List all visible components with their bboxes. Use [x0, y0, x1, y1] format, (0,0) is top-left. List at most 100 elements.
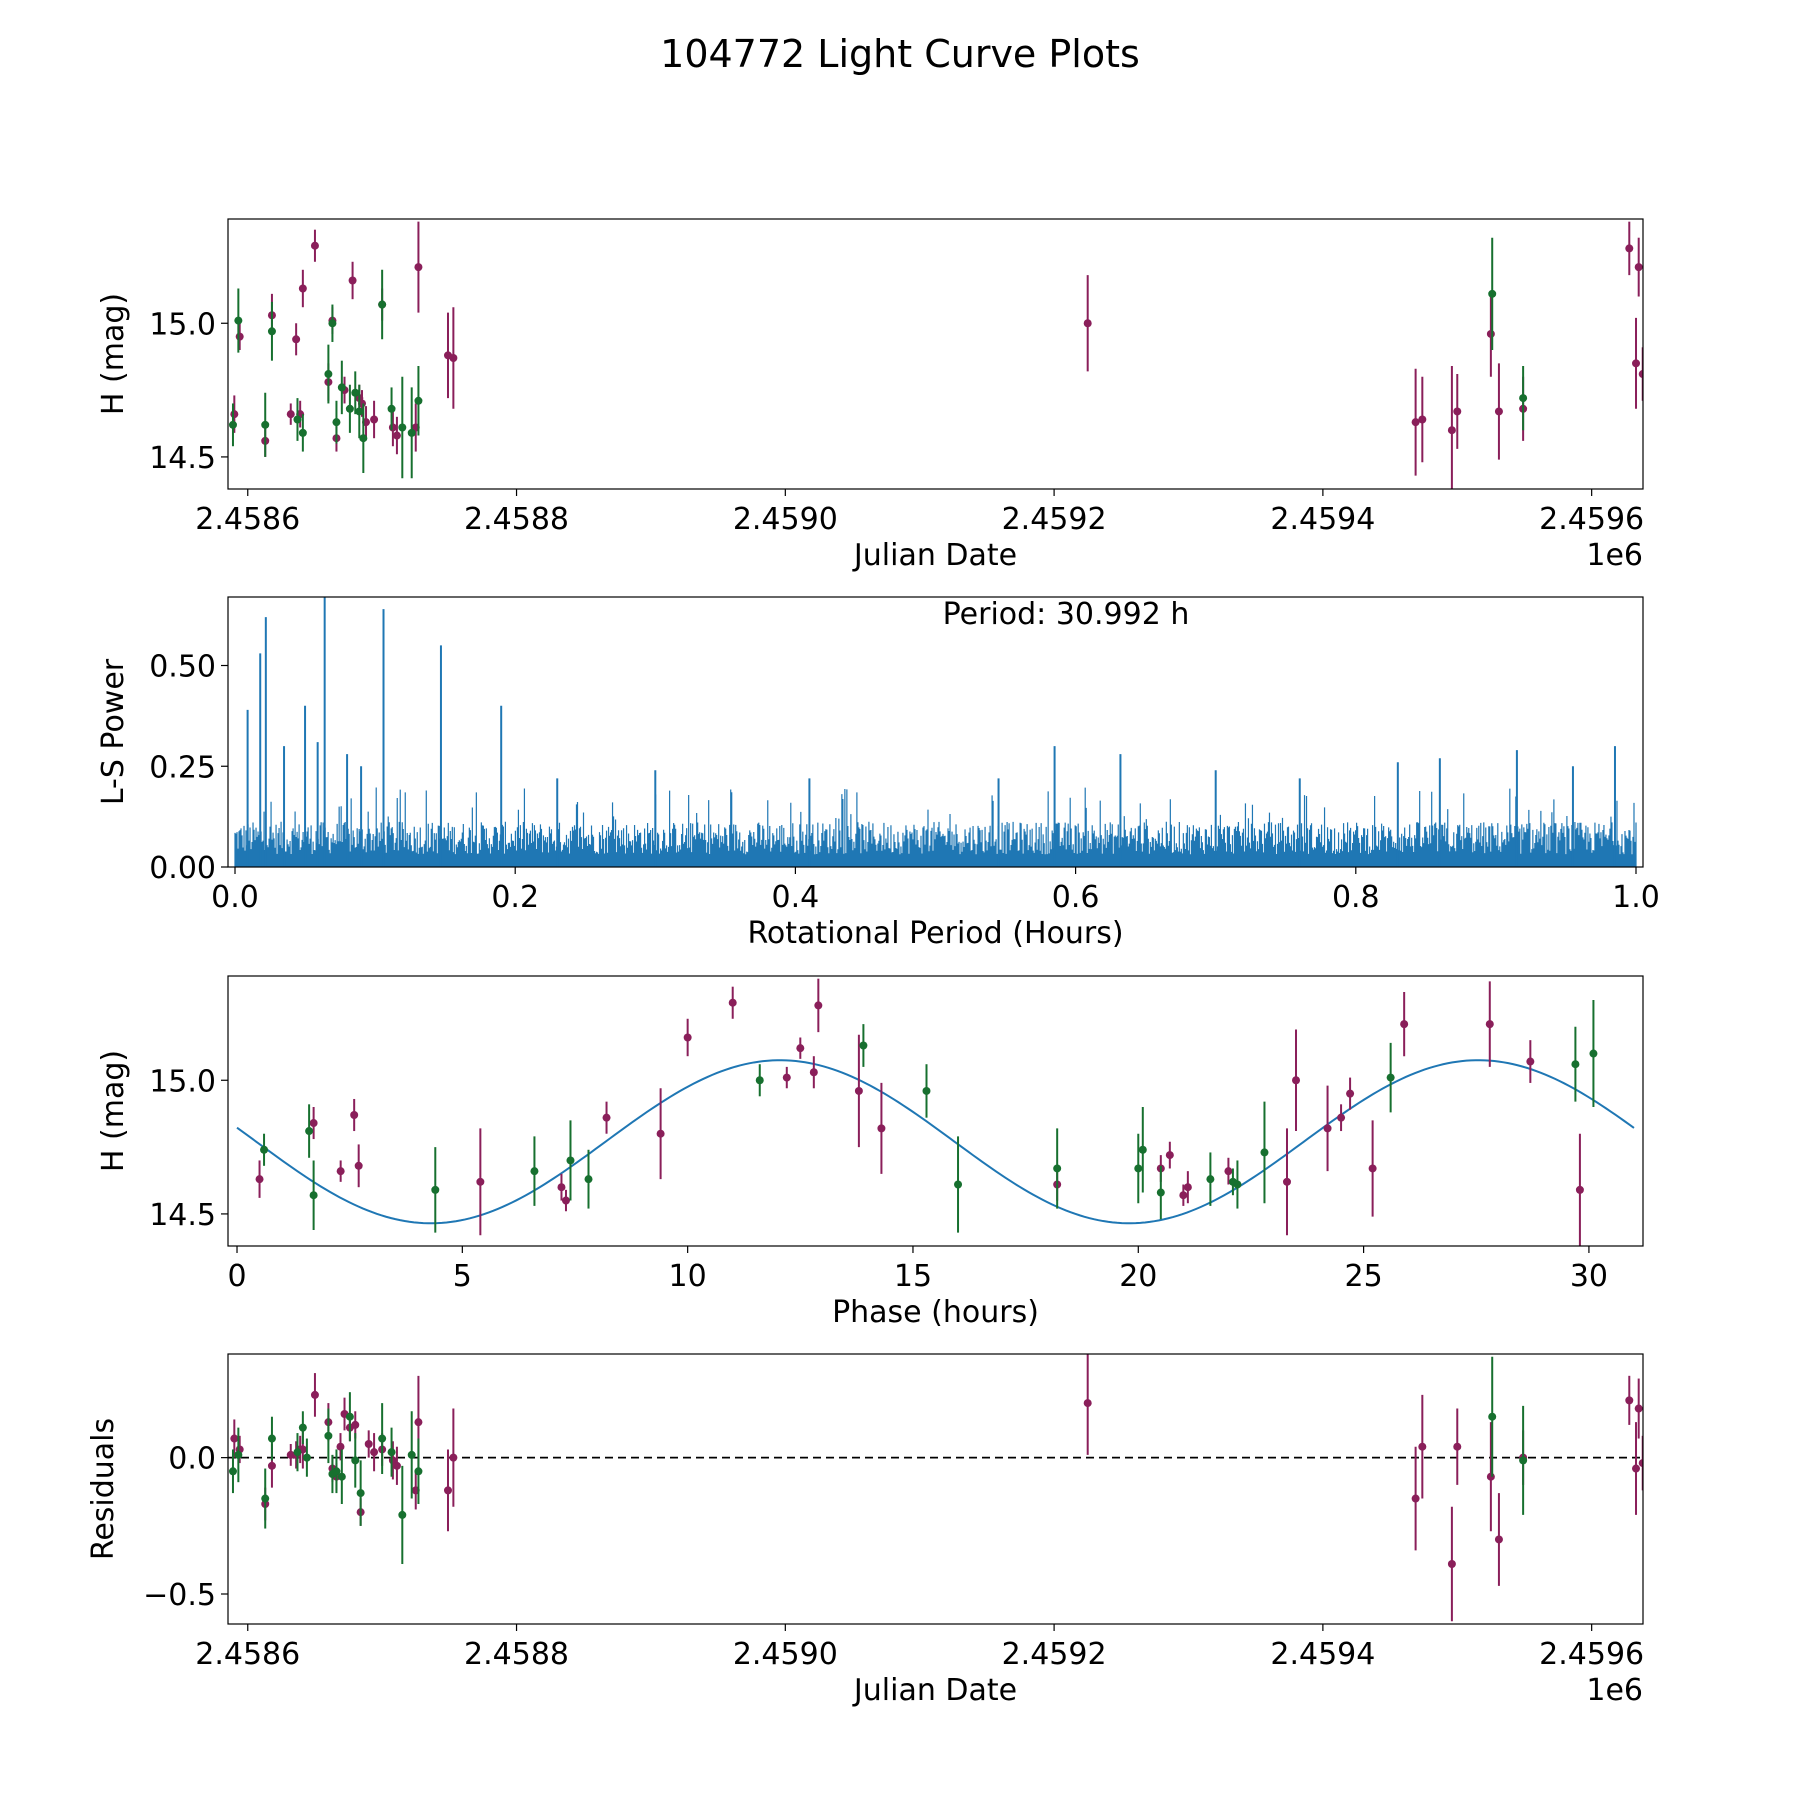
data-point-green — [530, 1167, 539, 1176]
data-point-green — [261, 1494, 270, 1503]
data-point-green — [1571, 1060, 1580, 1069]
data-point-green — [332, 418, 341, 427]
data-point-magenta — [1634, 263, 1643, 272]
data-point-magenta — [1632, 1464, 1641, 1473]
data-point-magenta — [267, 1461, 276, 1470]
y-axis-label: H (mag) — [96, 1050, 131, 1172]
x-tick-label: 15 — [894, 1259, 932, 1294]
x-tick-label: 2.4588 — [464, 1637, 569, 1672]
data-point-magenta — [443, 1486, 452, 1495]
plot-area — [236, 978, 1635, 1246]
residuals-axes: 2.4586 2.4588 2.4590 2.4592 2.4594 2.4596 −0.5… — [86, 1353, 1644, 1708]
data-point-green — [356, 1489, 365, 1498]
data-point-magenta — [602, 1113, 611, 1122]
y-axis-label: Residuals — [86, 1418, 121, 1560]
data-point-green — [267, 327, 276, 336]
data-point-magenta — [814, 1001, 823, 1010]
data-point-green — [1134, 1164, 1143, 1173]
data-point-green — [387, 404, 396, 413]
x-tick-label: 25 — [1345, 1259, 1383, 1294]
data-point-magenta — [449, 1453, 458, 1462]
x-tick-label: 0.6 — [1052, 880, 1100, 915]
data-point-magenta — [336, 1167, 345, 1176]
data-point-magenta — [1411, 1494, 1420, 1503]
data-point-magenta — [414, 1418, 423, 1427]
period-annotation: Period: 30.992 h — [943, 597, 1190, 632]
data-point-magenta — [1346, 1089, 1355, 1098]
y-tick-label: 14.5 — [149, 1198, 216, 1233]
data-point-magenta — [388, 423, 397, 432]
data-point-magenta — [782, 1073, 791, 1082]
data-point-magenta — [728, 998, 737, 1007]
data-point-green — [922, 1086, 931, 1095]
data-point-magenta — [1632, 359, 1641, 368]
data-point-green — [414, 1467, 423, 1476]
data-point-magenta — [1292, 1076, 1301, 1085]
data-point-green — [298, 428, 307, 437]
data-point-green — [378, 300, 387, 309]
data-point-magenta — [309, 1119, 318, 1128]
x-axis-label: Julian Date — [852, 538, 1017, 573]
axes-frame — [227, 596, 1644, 868]
data-point-green — [228, 1467, 237, 1476]
x-tick-label: 2.4592 — [1002, 1637, 1107, 1672]
data-point-green — [1488, 289, 1497, 298]
data-point-magenta — [1625, 1396, 1634, 1405]
data-point-magenta — [809, 1068, 818, 1077]
data-point-green — [431, 1185, 440, 1194]
data-point-magenta — [854, 1086, 863, 1095]
data-point-magenta — [1447, 426, 1456, 435]
data-point-green — [954, 1180, 963, 1189]
data-point-magenta — [1625, 244, 1634, 253]
data-point-green — [355, 407, 364, 416]
data-point-magenta — [1575, 1185, 1584, 1194]
data-point-magenta — [1494, 1535, 1503, 1544]
data-point-green — [324, 1431, 333, 1440]
data-point-magenta — [561, 1196, 570, 1205]
x-axis-label: Phase (hours) — [832, 1295, 1039, 1330]
data-point-green — [267, 1434, 276, 1443]
data-point-magenta — [348, 276, 357, 285]
x-tick-label: 0.8 — [1332, 880, 1380, 915]
y-axis-label: H (mag) — [96, 293, 131, 415]
data-point-green — [1488, 1412, 1497, 1421]
data-point-green — [337, 1472, 346, 1481]
data-point-magenta — [1083, 1399, 1092, 1408]
data-point-green — [261, 420, 270, 429]
data-point-magenta — [1638, 1459, 1643, 1468]
data-point-magenta — [449, 354, 458, 363]
data-point-green — [345, 1412, 354, 1421]
periodogram-axes: 0.0 0.2 0.4 0.6 0.8 1.0 0.00 0.25 0.50 Rotational… — [96, 596, 1660, 951]
x-tick-label: 10 — [669, 1259, 707, 1294]
data-point-green — [1519, 1456, 1528, 1465]
x-tick-label: 0.0 — [211, 880, 259, 915]
x-offset-label: 1e6 — [1586, 1673, 1643, 1708]
data-point-green — [332, 1467, 341, 1476]
data-point-magenta — [414, 263, 423, 272]
data-point-green — [359, 434, 368, 443]
data-point-magenta — [350, 1111, 359, 1120]
x-offset-label: 1e6 — [1586, 538, 1643, 573]
data-point-magenta — [1494, 407, 1503, 416]
x-tick-label: 0.2 — [491, 880, 539, 915]
plot-area — [234, 597, 1637, 867]
data-point-green — [302, 1453, 311, 1462]
y-tick-label: 0.00 — [149, 851, 216, 886]
data-point-green — [293, 415, 302, 424]
data-point-magenta — [1453, 407, 1462, 416]
data-point-magenta — [370, 415, 379, 424]
data-point-magenta — [476, 1177, 485, 1186]
data-point-magenta — [796, 1044, 805, 1053]
x-tick-label: 5 — [453, 1259, 472, 1294]
data-point-magenta — [354, 1161, 363, 1170]
data-point-green — [228, 420, 237, 429]
data-point-magenta — [1400, 1020, 1409, 1029]
data-point-green — [298, 1423, 307, 1432]
x-axis-label: Julian Date — [852, 1673, 1017, 1708]
data-point-magenta — [1083, 319, 1092, 328]
data-point-green — [407, 1450, 416, 1459]
figure-title: 104772 Light Curve Plots — [660, 32, 1140, 76]
data-point-magenta — [656, 1129, 665, 1138]
data-point-magenta — [235, 332, 244, 341]
